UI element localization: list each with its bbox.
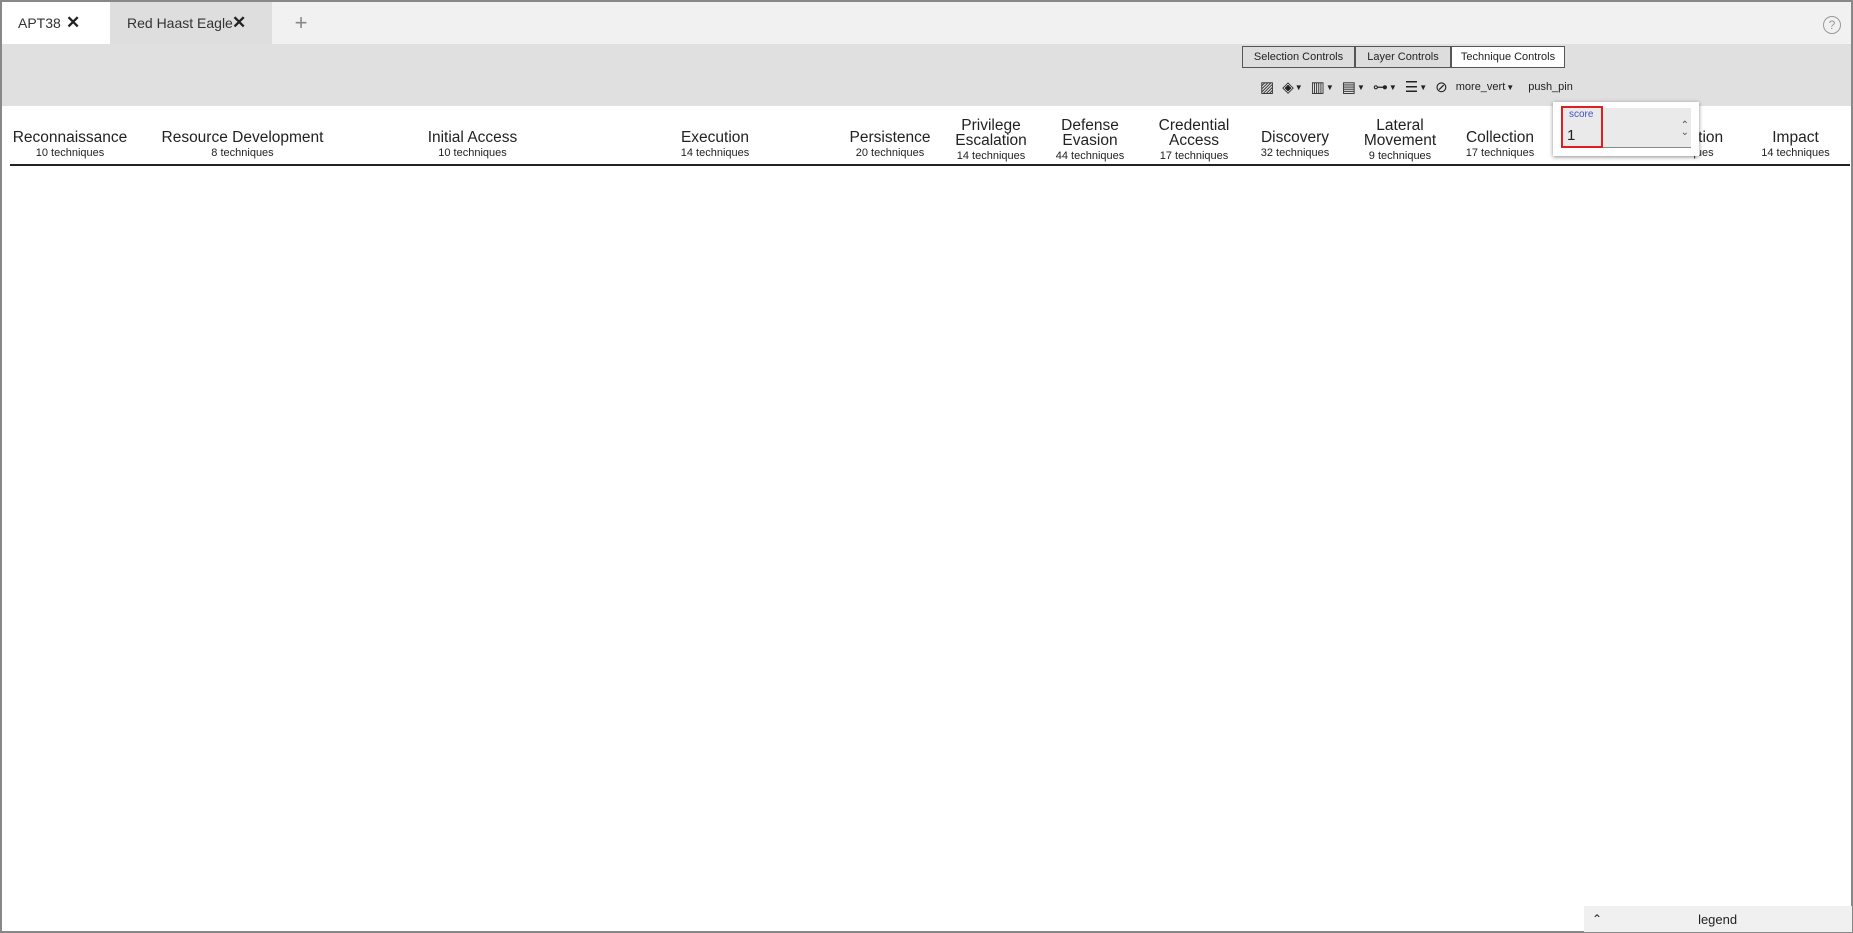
link-icon[interactable]: ⊶ ▼ [1372,79,1397,96]
tactic-name: Persistence [849,129,931,146]
tactic-header[interactable]: Defense Evasion 44 techniques [1045,118,1135,162]
scoring-icon[interactable]: ▥ ▼ [1310,79,1334,96]
more-label: more_vert [1455,81,1506,93]
tactic-name: Reconnaissance [12,129,128,146]
tactic-count: 8 techniques [211,147,274,159]
tactic-header[interactable]: Credential Access 17 techniques [1148,118,1240,162]
tactic-header[interactable]: Persistence 20 techniques [845,130,935,159]
tactic-header[interactable]: Discovery 32 techniques [1250,130,1340,159]
add-tab-button[interactable]: + [294,10,308,35]
chevron-up-icon[interactable]: ⌃ [1592,912,1603,926]
tactic-name: Impact [1772,129,1819,146]
technique-controls-tab[interactable]: Technique Controls [1451,46,1565,68]
selection-controls-tab[interactable]: Selection Controls [1242,46,1355,68]
legend-label: legend [1698,911,1738,927]
tactic-count: 44 techniques [1055,150,1125,162]
tactic-count: 10 techniques [35,147,105,159]
pin-icon[interactable]: push_pin [1528,81,1573,93]
tactic-count: 17 techniques [1159,150,1229,162]
tactic-name: Execution [680,129,750,146]
score-stepper-icon[interactable]: ⌃ ⌄ [1680,120,1689,138]
tactic-header[interactable]: Execution 14 techniques [640,130,790,159]
tactic-header[interactable]: Privilege Escalation 14 techniques [947,118,1035,162]
tactic-count: 17 techniques [1465,147,1535,159]
tab-red-haast-eagle[interactable]: Red Haast Eagle ✕ [110,2,272,44]
tactic-name: Defense Evasion [1061,117,1119,149]
tactic-count: 20 techniques [855,147,925,159]
tactic-header[interactable]: Collection 17 techniques [1455,130,1545,159]
background-color-icon[interactable]: ◈ ▼ [1282,79,1303,96]
tab-label: APT38 [18,15,61,31]
score-field[interactable] [1561,108,1691,148]
tactic-count: 9 techniques [1368,150,1432,162]
tactic-name: Resource Development [161,129,324,146]
score-label: score [1569,109,1594,120]
score-highlight [1561,106,1603,148]
technique-toolbar: ▨ ◈ ▼ ▥ ▼ ▤ ▼ ⊶ ▼ ☰ ▼ ⊘ more_vert ▼ push_pin [1260,72,1581,102]
help-icon[interactable]: ? [1823,16,1841,34]
tactic-name: Privilege Escalation [955,117,1027,149]
tactic-count: 14 techniques [956,150,1026,162]
tactic-name: Collection [1465,129,1535,146]
tactic-count: 14 techniques [680,147,750,159]
close-icon[interactable]: ✕ [232,13,247,32]
legend-bar[interactable]: ⌃ legend [1584,906,1852,932]
header-divider [10,164,1850,166]
tactic-count: 10 techniques [438,147,507,159]
close-icon[interactable]: ✕ [66,13,81,32]
tactic-name: Initial Access [427,129,518,146]
tactic-header[interactable]: Impact 14 techniques [1748,130,1843,159]
tactic-header[interactable]: Lateral Movement 9 techniques [1350,118,1450,162]
layer-tab-bar: APT38 ✕ Red Haast Eagle ✕ + ? [2,2,1851,44]
metadata-icon[interactable]: ☰ ▼ [1404,79,1428,96]
tactic-name: Lateral Movement [1363,117,1437,149]
tactic-header[interactable]: Resource Development 8 techniques [150,130,335,159]
tactic-header[interactable]: Initial Access 10 techniques [395,130,550,159]
tab-apt38[interactable]: APT38 ✕ [2,2,110,44]
comment-icon[interactable]: ▤ ▼ [1341,79,1365,96]
tactic-count: 32 techniques [1260,147,1330,159]
controls-bar: Selection Controls Layer Controls Techni… [2,44,1851,106]
score-popup: score 1 ⌃ ⌄ [1553,102,1699,156]
score-input[interactable]: 1 [1567,127,1576,144]
tactic-count: 14 techniques [1761,147,1830,159]
tab-label: Red Haast Eagle [127,15,233,31]
toggle-state-icon[interactable]: ▨ [1260,79,1275,96]
tactic-name: Discovery [1260,129,1330,146]
tactic-name: Credential Access [1158,117,1230,149]
tactic-header[interactable]: Reconnaissance 10 techniques [10,130,130,159]
clear-annotations-icon[interactable]: ⊘ [1435,79,1448,96]
layer-controls-tab[interactable]: Layer Controls [1355,46,1451,68]
more-icon[interactable]: more_vert ▼ [1455,81,1515,93]
